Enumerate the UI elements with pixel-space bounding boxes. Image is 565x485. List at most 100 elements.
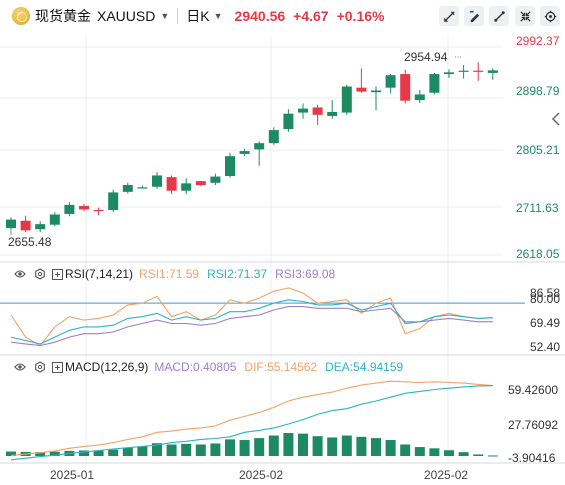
macd-bar (371, 438, 381, 457)
candle-up (341, 86, 352, 113)
dea-line (10, 385, 493, 461)
macd-bar (79, 450, 89, 457)
collapse-icon[interactable] (515, 6, 535, 26)
macd-bar (93, 450, 104, 457)
price-change-pct: +0.16% (336, 8, 385, 24)
macd-header: MACD(12,26,9) MACD:0.40805 DIF:55.14562 … (14, 359, 403, 375)
macd-bar (283, 432, 294, 457)
candle-up (298, 108, 308, 113)
rsi-tick: 52.40 (530, 340, 560, 354)
chevron-down-icon: ▼ (160, 11, 170, 21)
settings-icon[interactable] (540, 6, 560, 26)
symbol-code: XAUUSD (97, 8, 156, 24)
pencil-ruler-icon[interactable] (439, 6, 459, 26)
candle-up (239, 151, 250, 154)
macd-tick: 27.76092 (508, 418, 558, 432)
rsi3-line (10, 306, 493, 347)
rsi3-value: RSI3:69.08 (275, 267, 336, 281)
last-price: 2940.56 (234, 8, 286, 24)
eye-icon[interactable] (14, 362, 26, 372)
rsi1-line (10, 287, 493, 347)
gear-icon[interactable] (34, 268, 46, 280)
candle-up (429, 74, 440, 93)
rsi2-line (10, 299, 493, 345)
candle-up (137, 187, 148, 189)
price-change: +4.67 (293, 8, 329, 24)
macd-bar (327, 437, 338, 457)
rsi2-value: RSI2:71.37 (207, 267, 268, 281)
candle-up (225, 156, 235, 177)
macd-bar (298, 433, 308, 457)
price-tick: 2898.79 (516, 84, 560, 98)
macd-bar (137, 446, 148, 457)
candle-up (108, 192, 119, 210)
period-selector[interactable]: 日K ▼ (186, 6, 222, 26)
candle-up (283, 113, 294, 129)
macd-bar (268, 435, 279, 457)
candle-down (400, 74, 411, 101)
macd-bar (225, 439, 235, 457)
candle-down (20, 220, 31, 231)
macd-bar (35, 452, 46, 457)
candle-up (268, 130, 279, 144)
macd-bar (473, 454, 484, 457)
macd-bar (414, 447, 425, 457)
candle-up (64, 204, 75, 214)
macd-bar (356, 436, 367, 457)
divider (177, 8, 179, 24)
candle-up (371, 90, 381, 93)
rsi-tick: 80.00 (530, 292, 560, 306)
expand-icon[interactable] (52, 361, 63, 373)
dea-value: DEA:54.94159 (325, 360, 404, 374)
candle-up (487, 70, 498, 73)
eye-icon[interactable] (14, 269, 26, 279)
pencil-icon[interactable] (464, 6, 484, 26)
price-tick: 2618.05 (516, 247, 560, 261)
price-tick: 2711.63 (516, 201, 559, 215)
expand-icon[interactable] (52, 268, 63, 280)
macd-tick: -3.90416 (508, 451, 556, 465)
candles (6, 56, 498, 235)
candle-down (312, 107, 323, 115)
candle-down (195, 181, 206, 186)
macd-bar (400, 444, 411, 457)
candle-up (6, 219, 16, 229)
dif-line (10, 380, 493, 456)
rsi-header: RSI(7,14,21) RSI1:71.59 RSI2:71.37 RSI3:… (14, 266, 335, 282)
macd-tick: 59.42600 (508, 383, 558, 397)
candle-up (122, 185, 133, 192)
macd-bar (458, 452, 469, 457)
candle-up (49, 214, 60, 225)
candle-up (210, 176, 221, 183)
candle-up (414, 94, 425, 101)
macd-bar (239, 440, 250, 457)
macd-bar (181, 443, 192, 457)
macd-bar (487, 455, 498, 457)
chart-toolbar: 现货黄金 XAUUSD ▼ 日K ▼ 2940.56 +4.67 +0.16% (0, 0, 565, 32)
price-tick: 2805.21 (516, 143, 560, 157)
period-label: 日K (186, 8, 210, 24)
rsi-tick: 69.49 (530, 316, 560, 330)
macd-title: MACD(12,26,9) (65, 360, 149, 374)
symbol-name: 现货黄金 (35, 8, 91, 24)
candle-down (166, 177, 177, 191)
symbol-selector[interactable]: 现货黄金 XAUUSD ▼ (12, 6, 169, 26)
macd-bar (6, 451, 16, 457)
chevron-down-icon: ▼ (213, 11, 223, 21)
macd-panel (6, 380, 498, 461)
macd-bar (429, 448, 440, 457)
candle-up (327, 112, 338, 116)
candle-up (444, 72, 454, 75)
grid-lines (0, 36, 565, 464)
macd-bar (166, 444, 177, 457)
chevron-left-icon[interactable] (551, 112, 560, 126)
date-label: 2025-02 (424, 468, 469, 482)
candle-down (356, 87, 367, 92)
draw-line-icon[interactable] (489, 6, 509, 26)
gear-icon[interactable] (34, 361, 46, 373)
rsi1-value: RSI1:71.59 (139, 267, 200, 281)
macd-bar (108, 449, 119, 457)
macd-bar (49, 451, 60, 457)
date-label: 2025-02 (239, 468, 284, 482)
